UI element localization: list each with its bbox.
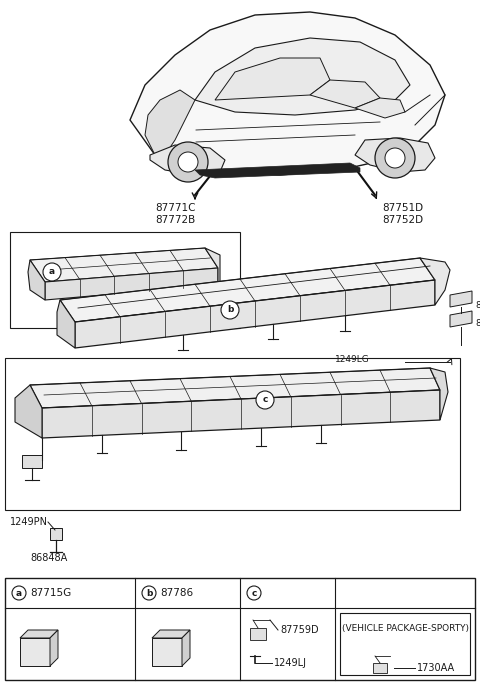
Polygon shape <box>15 385 42 438</box>
Polygon shape <box>28 260 45 300</box>
Circle shape <box>256 391 274 409</box>
Polygon shape <box>310 80 380 108</box>
Polygon shape <box>20 630 58 638</box>
Circle shape <box>178 152 198 172</box>
Text: 87786: 87786 <box>160 588 193 598</box>
Polygon shape <box>30 368 440 408</box>
Circle shape <box>12 586 26 600</box>
Text: b: b <box>146 589 152 598</box>
Text: 86861X: 86861X <box>475 300 480 309</box>
Text: b: b <box>227 305 233 314</box>
Polygon shape <box>195 163 360 178</box>
Polygon shape <box>60 258 435 322</box>
Text: a: a <box>16 589 22 598</box>
Polygon shape <box>450 311 472 327</box>
Polygon shape <box>5 578 475 680</box>
Text: 1730AA: 1730AA <box>417 663 455 673</box>
Text: 1249LJ: 1249LJ <box>274 658 307 668</box>
Circle shape <box>142 586 156 600</box>
Text: 86848A: 86848A <box>30 553 67 563</box>
Circle shape <box>375 138 415 178</box>
Polygon shape <box>50 630 58 666</box>
Text: 87751D: 87751D <box>382 203 423 213</box>
Polygon shape <box>430 368 448 420</box>
Polygon shape <box>150 145 225 175</box>
Polygon shape <box>30 248 218 282</box>
Text: 87752D: 87752D <box>382 215 423 225</box>
Text: a: a <box>49 268 55 276</box>
Circle shape <box>385 148 405 168</box>
Polygon shape <box>145 90 195 155</box>
Text: 87715G: 87715G <box>30 588 71 598</box>
Polygon shape <box>5 358 460 510</box>
Polygon shape <box>340 613 470 675</box>
Polygon shape <box>75 280 435 348</box>
Text: 87772B: 87772B <box>155 215 195 225</box>
Polygon shape <box>355 98 405 118</box>
Polygon shape <box>57 300 75 348</box>
Polygon shape <box>130 12 445 175</box>
Polygon shape <box>152 638 182 666</box>
Polygon shape <box>20 638 50 666</box>
Polygon shape <box>420 258 450 305</box>
Polygon shape <box>10 232 240 328</box>
Text: 87759D: 87759D <box>280 625 319 635</box>
Polygon shape <box>205 248 220 285</box>
Polygon shape <box>373 663 387 673</box>
Circle shape <box>43 263 61 281</box>
Polygon shape <box>22 455 42 468</box>
Text: 87771C: 87771C <box>155 203 195 213</box>
Text: 86862X: 86862X <box>475 318 480 327</box>
Polygon shape <box>152 630 190 638</box>
Text: 1249LG: 1249LG <box>335 355 370 364</box>
Circle shape <box>221 301 239 319</box>
Polygon shape <box>45 268 218 300</box>
Polygon shape <box>250 628 266 640</box>
Polygon shape <box>50 528 62 540</box>
Polygon shape <box>215 58 330 100</box>
Text: c: c <box>262 396 268 405</box>
Text: 1249PN: 1249PN <box>10 517 48 527</box>
Text: (VEHICLE PACKAGE-SPORTY): (VEHICLE PACKAGE-SPORTY) <box>341 624 468 632</box>
Circle shape <box>247 586 261 600</box>
Polygon shape <box>42 390 440 438</box>
Circle shape <box>168 142 208 182</box>
Polygon shape <box>355 138 435 172</box>
Polygon shape <box>182 630 190 666</box>
Polygon shape <box>195 38 410 115</box>
Text: c: c <box>252 589 257 598</box>
Polygon shape <box>450 291 472 307</box>
